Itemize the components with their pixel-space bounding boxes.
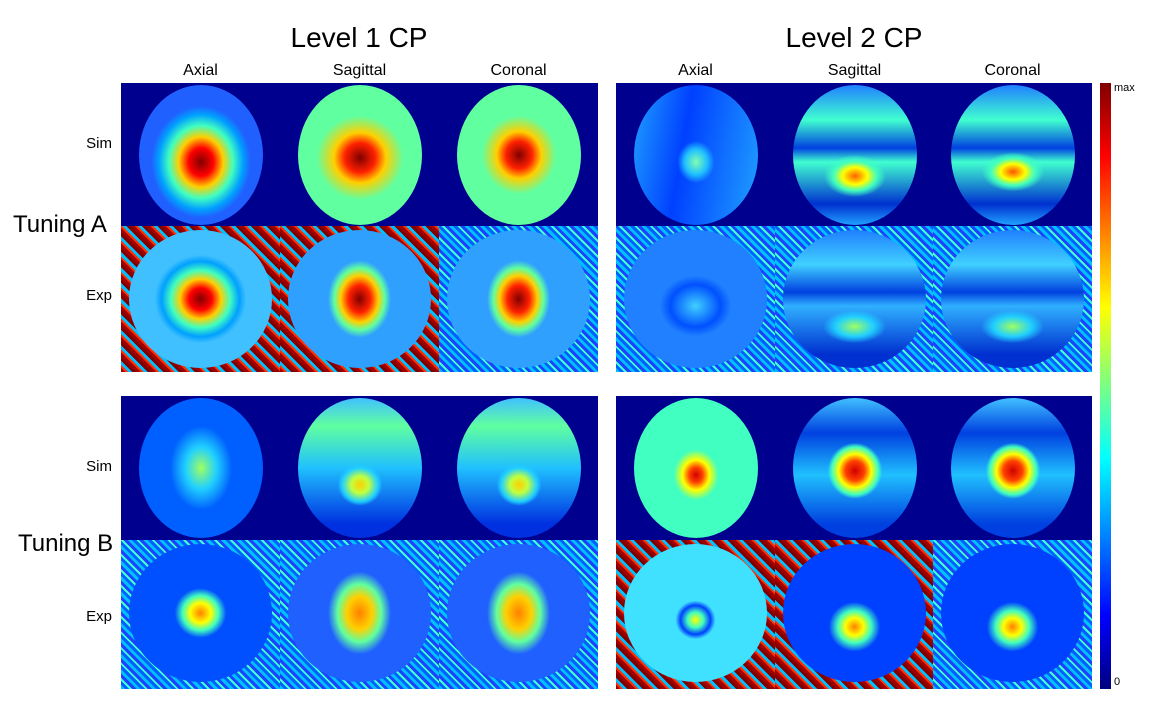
- col-coronal-l1: Coronal: [490, 62, 547, 79]
- map-b-l2-sim-sagittal: [775, 396, 934, 540]
- level-1-cp-title: Level 1 CP: [290, 22, 428, 53]
- map-a-l2-exp-sagittal: [775, 226, 934, 372]
- map-a-l1-sim-axial: [121, 83, 280, 227]
- map-a-l2-exp-axial: [616, 226, 775, 372]
- map-a-l1-exp-coronal: [439, 226, 598, 372]
- row-sim-b: Sim: [86, 458, 112, 475]
- map-a-l1-exp-sagittal: [280, 226, 439, 372]
- map-b-l1-exp-axial: [121, 540, 280, 689]
- map-a-l1-exp-axial: [121, 226, 280, 372]
- row-sim-a: Sim: [86, 135, 112, 152]
- colorbar-min-label: 0: [1114, 676, 1121, 688]
- map-b-l1-sim-axial: [121, 396, 280, 540]
- map-b-l1-sim-coronal: [439, 396, 598, 540]
- col-coronal-l2: Coronal: [984, 62, 1041, 79]
- col-sagittal-l1: Sagittal: [332, 62, 387, 79]
- map-a-l1-sim-coronal: [439, 83, 598, 227]
- colorbar: [1100, 83, 1111, 689]
- tuning-a-label: Tuning A: [13, 211, 107, 238]
- map-b-l2-exp-axial: [616, 540, 775, 689]
- map-a-l2-sim-sagittal: [775, 83, 934, 227]
- col-axial-l2: Axial: [678, 62, 713, 79]
- map-b-l2-sim-coronal: [933, 396, 1092, 540]
- map-b-l2-sim-axial: [616, 396, 775, 540]
- row-exp-a: Exp: [86, 287, 112, 304]
- tuning-b-label: Tuning B: [18, 530, 114, 557]
- colorbar-max-label: max: [1114, 82, 1135, 94]
- map-b-l2-exp-coronal: [933, 540, 1092, 689]
- map-b-l1-sim-sagittal: [280, 396, 439, 540]
- map-b-l2-exp-sagittal: [775, 540, 934, 689]
- map-b-l1-exp-coronal: [439, 540, 598, 689]
- map-a-l2-sim-coronal: [933, 83, 1092, 227]
- map-b-l1-exp-sagittal: [280, 540, 439, 689]
- map-a-l2-sim-axial: [616, 83, 775, 227]
- row-exp-b: Exp: [86, 608, 112, 625]
- col-sagittal-l2: Sagittal: [827, 62, 882, 79]
- map-a-l2-exp-coronal: [933, 226, 1092, 372]
- map-a-l1-sim-sagittal: [280, 83, 439, 227]
- level-2-cp-title: Level 2 CP: [785, 22, 923, 53]
- col-axial-l1: Axial: [183, 62, 218, 79]
